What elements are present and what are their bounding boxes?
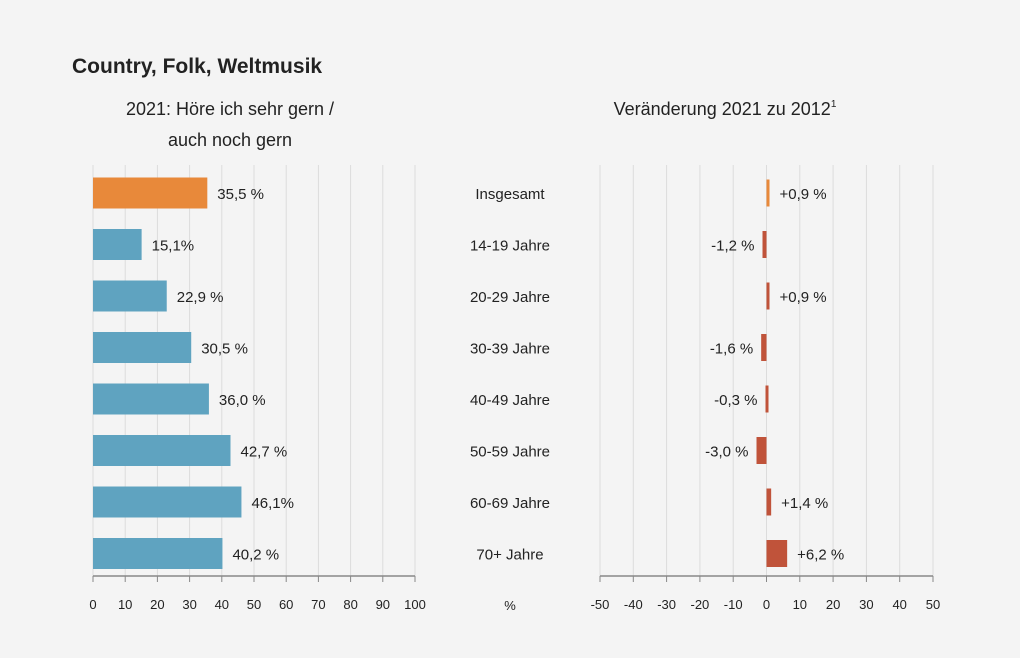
left-data-label: 15,1% [152, 238, 195, 255]
right-tick-label: -40 [624, 597, 643, 612]
left-tick-label: 70 [311, 597, 325, 612]
category-label: 60-69 Jahre [470, 495, 550, 512]
right-tick-label: 20 [826, 597, 840, 612]
category-label: 20-29 Jahre [470, 289, 550, 306]
left-tick-label: 90 [376, 597, 390, 612]
right-bar [761, 334, 767, 361]
right-bar [766, 540, 788, 567]
left-tick-label: 40 [215, 597, 229, 612]
right-tick-label: -50 [591, 597, 610, 612]
left-bar [93, 486, 242, 518]
category-label: 50-59 Jahre [470, 444, 550, 461]
right-tick-label: -10 [724, 597, 743, 612]
category-label: 40-49 Jahre [470, 392, 550, 409]
right-data-label: -0,3 % [714, 392, 757, 409]
right-data-label: +1,4 % [781, 495, 828, 512]
x-axis-unit-label: % [504, 598, 516, 613]
right-bar [762, 231, 767, 258]
left-bar [93, 383, 209, 415]
category-label: 14-19 Jahre [470, 238, 550, 255]
left-data-label: 40,2 % [232, 547, 279, 564]
right-data-label: +6,2 % [797, 547, 844, 564]
right-subtitle-text: Veränderung 2021 zu 2012 [614, 99, 831, 119]
right-data-label: -1,6 % [710, 341, 753, 358]
category-label: 30-39 Jahre [470, 341, 550, 358]
right-bar [766, 179, 770, 207]
right-bar [765, 385, 769, 413]
left-subtitle-line-2: auch noch gern [168, 130, 292, 150]
right-data-label: +0,9 % [780, 186, 827, 203]
left-bar [93, 332, 192, 363]
left-data-label: 30,5 % [201, 341, 248, 358]
right-tick-label: 30 [859, 597, 873, 612]
right-bar [766, 488, 772, 516]
right-data-label: +0,9 % [780, 289, 827, 306]
right-subtitle: Veränderung 2021 zu 20121 [614, 99, 837, 119]
right-tick-label: 10 [793, 597, 807, 612]
left-tick-label: 50 [247, 597, 261, 612]
left-tick-label: 10 [118, 597, 132, 612]
right-tick-label: 0 [763, 597, 770, 612]
right-bar [756, 437, 767, 464]
right-tick-label: -30 [657, 597, 676, 612]
left-tick-label: 60 [279, 597, 293, 612]
left-bar [93, 538, 223, 569]
left-bar [93, 280, 167, 312]
left-data-label: 42,7 % [240, 444, 287, 461]
right-tick-label: 50 [926, 597, 940, 612]
chart-title: Country, Folk, Weltmusik [72, 55, 322, 78]
right-data-label: -3,0 % [705, 444, 748, 461]
left-tick-label: 0 [89, 597, 96, 612]
left-tick-label: 100 [404, 597, 426, 612]
left-bar [93, 229, 142, 260]
left-data-label: 35,5 % [217, 186, 264, 203]
category-label: Insgesamt [475, 186, 545, 203]
left-data-label: 36,0 % [219, 392, 266, 409]
category-label: 70+ Jahre [476, 547, 543, 564]
footnote-marker: 1 [831, 99, 837, 110]
left-tick-label: 30 [182, 597, 196, 612]
left-bar [93, 435, 231, 466]
right-data-label: -1,2 % [711, 238, 754, 255]
right-tick-label: 40 [892, 597, 906, 612]
left-subtitle-line-1: 2021: Höre ich sehr gern / [126, 99, 334, 119]
left-data-label: 46,1% [251, 495, 294, 512]
right-tick-label: -20 [691, 597, 710, 612]
left-tick-label: 20 [150, 597, 164, 612]
right-bar [766, 282, 770, 310]
left-tick-label: 80 [343, 597, 357, 612]
left-bar [93, 177, 208, 209]
left-data-label: 22,9 % [177, 289, 224, 306]
